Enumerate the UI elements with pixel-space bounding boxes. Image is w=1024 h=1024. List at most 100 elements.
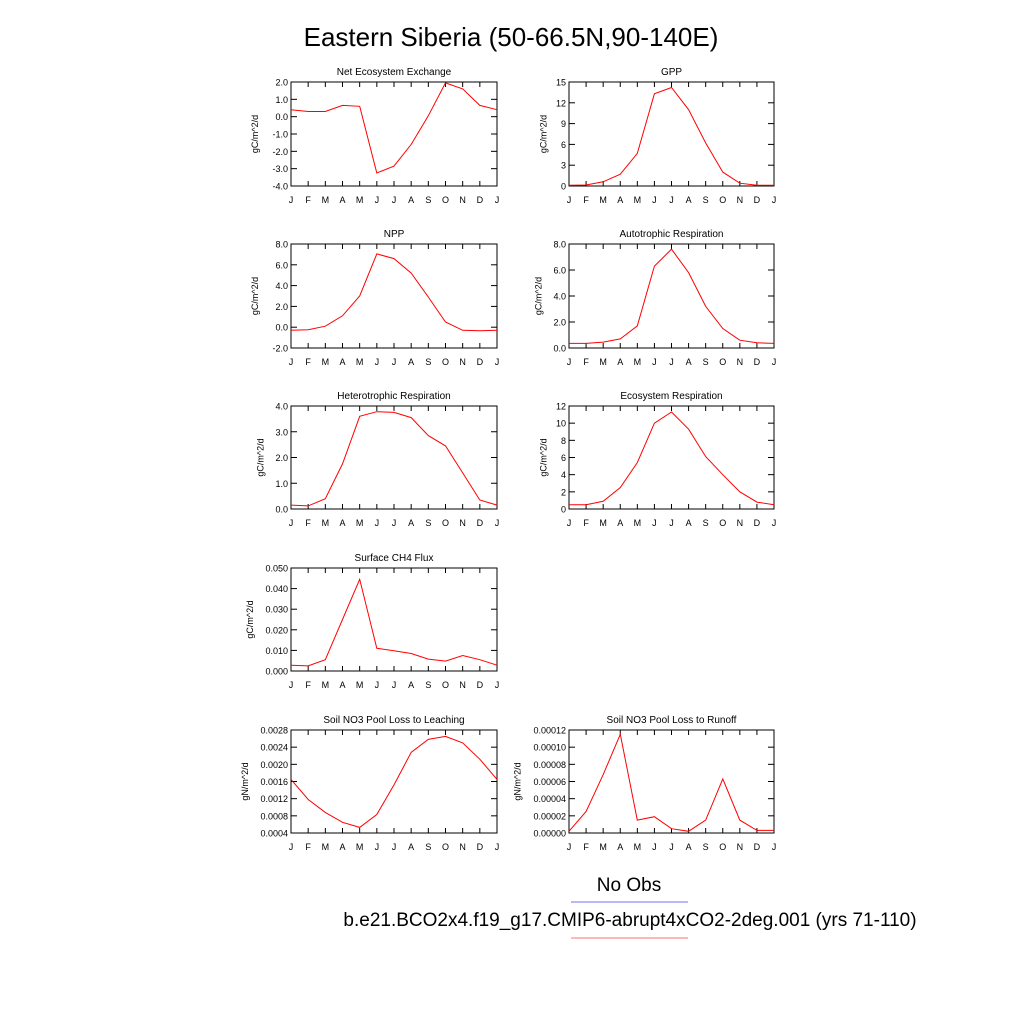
panel-title: Ecosystem Respiration [620,391,722,402]
y-tick-label: 4.0 [275,281,288,291]
x-tick-label: A [339,195,345,205]
x-tick-label: J [392,518,397,528]
x-tick-label: F [583,842,589,852]
x-tick-label: A [408,680,414,690]
series-line [290,82,498,174]
x-tick-label: M [322,680,330,690]
y-tick-label: 0.00000 [533,829,566,839]
x-tick-label: A [686,357,692,367]
x-tick-label: J [495,680,500,690]
x-tick-label: D [477,842,484,852]
x-tick-label: J [652,518,657,528]
x-tick-label: M [322,842,330,852]
y-tick-label: 0.0008 [260,811,288,821]
y-tick-label: -2.0 [272,147,288,157]
x-tick-label: F [305,357,311,367]
y-tick-label: 6 [561,140,566,150]
x-tick-label: D [477,357,484,367]
x-tick-label: J [495,195,500,205]
legend: No Obs b.e21.BCO2x4.f19_g17.CMIP6-abrupt… [343,875,917,939]
y-tick-label: 3 [561,161,566,171]
x-tick-label: J [669,195,674,205]
series-line [568,86,774,186]
series-line [290,253,498,332]
x-tick-label: M [634,842,642,852]
x-tick-label: J [375,195,380,205]
y-tick-label: 0.0028 [260,726,288,736]
y-axis-label: gN/m^2/d [240,762,250,800]
x-tick-label: J [289,518,294,528]
y-tick-label: 0.00012 [533,726,566,736]
y-axis-label: gC/m^2/d [533,277,543,315]
x-tick-label: N [737,842,744,852]
y-tick-label: 8 [561,436,566,446]
y-axis-label: gN/m^2/d [513,762,523,800]
x-tick-label: A [339,680,345,690]
panel-title: NPP [384,229,405,240]
y-tick-label: -1.0 [272,130,288,140]
y-axis-label: gC/m^2/d [255,438,265,476]
x-tick-label: J [495,518,500,528]
panel-title: Heterotrophic Respiration [337,391,450,402]
y-tick-label: 0.0020 [260,760,288,770]
x-tick-label: J [375,842,380,852]
x-tick-label: J [772,195,777,205]
plot-frame [568,243,775,349]
series-line [290,577,498,667]
y-tick-label: 12 [556,402,566,412]
x-tick-label: O [442,518,449,528]
x-tick-label: J [772,842,777,852]
y-tick-label: 0.000 [265,667,288,677]
x-tick-label: A [339,842,345,852]
x-tick-label: D [477,195,484,205]
y-tick-label: 0.0 [275,323,288,333]
x-tick-label: N [459,195,466,205]
y-tick-label: 15 [556,78,566,88]
x-tick-label: M [599,357,607,367]
y-tick-label: 4.0 [275,402,288,412]
x-tick-label: M [634,357,642,367]
x-tick-label: M [356,195,364,205]
x-tick-label: M [599,842,607,852]
y-tick-label: -2.0 [272,344,288,354]
panel-title: Soil NO3 Pool Loss to Leaching [323,715,464,726]
y-tick-label: 0.0016 [260,777,288,787]
x-tick-label: A [686,842,692,852]
y-tick-label: 4 [561,470,566,480]
y-tick-label: 0 [561,505,566,515]
x-tick-label: N [459,680,466,690]
y-tick-label: 12 [556,98,566,108]
x-tick-label: O [719,842,726,852]
figure-title: Eastern Siberia (50-66.5N,90-140E) [304,22,719,52]
panel-title: Net Ecosystem Exchange [337,67,452,78]
x-tick-label: A [617,357,623,367]
x-tick-label: O [442,195,449,205]
x-tick-label: J [392,357,397,367]
y-axis-label: gC/m^2/d [539,115,549,153]
x-tick-label: M [322,518,330,528]
x-tick-label: J [375,357,380,367]
y-tick-label: 0.050 [265,564,288,574]
panel-title: GPP [661,67,682,78]
y-tick-label: 8.0 [553,240,566,250]
y-tick-label: 6.0 [275,260,288,270]
x-tick-label: D [754,842,761,852]
y-tick-label: 2.0 [275,302,288,312]
x-tick-label: S [703,842,709,852]
y-tick-label: 0.0004 [260,829,288,839]
x-tick-label: N [737,357,744,367]
x-tick-label: S [703,518,709,528]
y-tick-label: 2 [561,487,566,497]
x-tick-label: A [408,357,414,367]
y-tick-label: 1.0 [275,479,288,489]
x-tick-label: F [305,680,311,690]
plot-frame [290,567,498,672]
x-tick-label: O [719,195,726,205]
